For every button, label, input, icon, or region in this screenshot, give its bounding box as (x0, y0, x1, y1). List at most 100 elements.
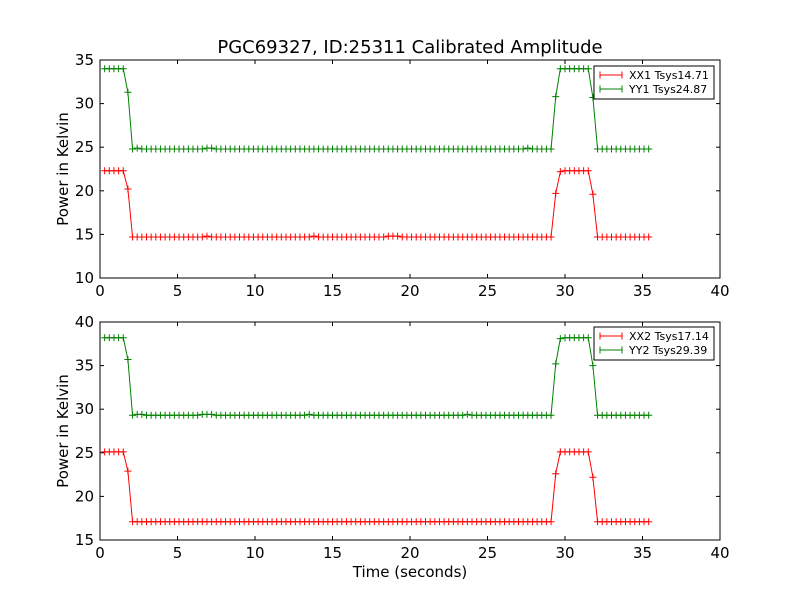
x-tick-label: 10 (245, 544, 264, 562)
y-tick-label: 25 (75, 138, 94, 156)
data-point-marker (547, 233, 555, 241)
y-tick-label: 15 (75, 225, 94, 243)
data-point-marker (552, 93, 560, 101)
legend-label: XX2 Tsys17.14 (629, 330, 709, 343)
y-tick-label: 10 (75, 269, 94, 287)
data-point-marker (584, 334, 592, 342)
x-tick-label: 30 (555, 544, 574, 562)
data-point-marker (584, 65, 592, 73)
x-tick-label: 25 (478, 282, 497, 300)
chart-title: PGC69327, ID:25311 Calibrated Amplitude (217, 37, 602, 58)
series-1-1 (101, 334, 653, 419)
legend-box (593, 65, 715, 100)
legend-item: XX1 Tsys14.71 (599, 69, 709, 82)
data-point-marker (133, 144, 141, 152)
y-tick-label: 40 (75, 313, 94, 331)
x-tick-label: 40 (710, 282, 729, 300)
data-point-marker (589, 473, 597, 481)
data-point-marker (129, 411, 137, 419)
data-point-marker (584, 167, 592, 175)
x-tick-label: 20 (400, 282, 419, 300)
x-tick-label: 5 (173, 544, 183, 562)
top-panel: 0 5 10 15 20 25 30 35 40 10 15 20 25 30 35 Power in Kel… (54, 51, 730, 300)
y-tick-label: 30 (75, 95, 94, 113)
legend-label: YY2 Tsys29.39 (628, 344, 707, 357)
y-tick-label: 35 (75, 357, 94, 375)
data-point-marker (584, 448, 592, 456)
data-point-marker (524, 144, 532, 152)
y-tick-label: 35 (75, 51, 94, 69)
x-tick-label: 35 (633, 544, 652, 562)
data-point-marker (129, 145, 137, 153)
data-point-marker (589, 362, 597, 370)
x-tick-label: 10 (245, 282, 264, 300)
data-point-marker (589, 190, 597, 198)
x-tick-label: 0 (95, 282, 105, 300)
data-point-marker (645, 518, 653, 526)
data-point-marker (556, 335, 564, 343)
legend-marker (599, 346, 623, 354)
data-point-marker (552, 470, 560, 478)
y-axis-label: Power in Kelvin (54, 112, 72, 226)
data-point-marker (198, 145, 206, 153)
legend-label: YY1 Tsys24.87 (628, 83, 707, 96)
x-tick-label: 25 (478, 544, 497, 562)
data-point-marker (556, 168, 564, 176)
data-point-marker (380, 233, 388, 241)
x-tick-label: 15 (323, 282, 342, 300)
data-point-marker (552, 189, 560, 197)
data-point-marker (394, 232, 402, 240)
data-point-marker (547, 411, 555, 419)
legend-label: XX1 Tsys14.71 (629, 69, 709, 82)
data-point-marker (305, 410, 313, 418)
y-tick-label: 30 (75, 400, 94, 418)
data-point-marker (194, 411, 202, 419)
data-point-marker (119, 334, 127, 342)
data-point-marker (124, 467, 132, 475)
series-0-1 (101, 65, 653, 153)
legend-item: YY2 Tsys29.39 (599, 344, 707, 357)
data-point-marker (198, 233, 206, 241)
x-tick-label: 35 (633, 282, 652, 300)
data-point-marker (124, 356, 132, 363)
data-point-marker (645, 411, 653, 419)
series-0-0 (101, 167, 653, 241)
legend-marker (599, 85, 623, 93)
data-point-marker (208, 144, 216, 152)
data-point-marker (459, 411, 467, 419)
data-point-marker (119, 167, 127, 175)
data-point-marker (305, 233, 313, 241)
x-tick-label: 30 (555, 282, 574, 300)
series-1-0 (101, 448, 653, 526)
data-point-marker (203, 232, 211, 240)
data-point-marker (645, 233, 653, 241)
bottom-panel: 0 5 10 15 20 25 30 35 40 15 20 25 30 35 40 Power in Kel… (54, 313, 730, 581)
legend-marker (599, 332, 623, 340)
x-tick-label: 20 (400, 544, 419, 562)
y-tick-label: 20 (75, 487, 94, 505)
data-point-marker (119, 448, 127, 456)
x-tick-label: 15 (323, 544, 342, 562)
legend-item: XX2 Tsys17.14 (599, 330, 709, 343)
data-point-marker (119, 65, 127, 73)
data-point-marker (519, 145, 527, 153)
data-point-marker (138, 410, 146, 418)
data-point-marker (547, 145, 555, 153)
data-point-marker (124, 88, 132, 96)
y-tick-label: 25 (75, 444, 94, 462)
data-point-marker (301, 411, 309, 419)
data-point-marker (208, 410, 216, 418)
x-tick-label: 5 (173, 282, 183, 300)
data-point-marker (124, 185, 132, 193)
data-point-marker (310, 232, 318, 240)
x-tick-label: 0 (95, 544, 105, 562)
y-tick-label: 20 (75, 182, 94, 200)
legend-item: YY1 Tsys24.87 (599, 83, 707, 96)
y-tick-label: 15 (75, 531, 94, 549)
legend-marker (599, 71, 623, 79)
data-point-marker (547, 518, 555, 526)
